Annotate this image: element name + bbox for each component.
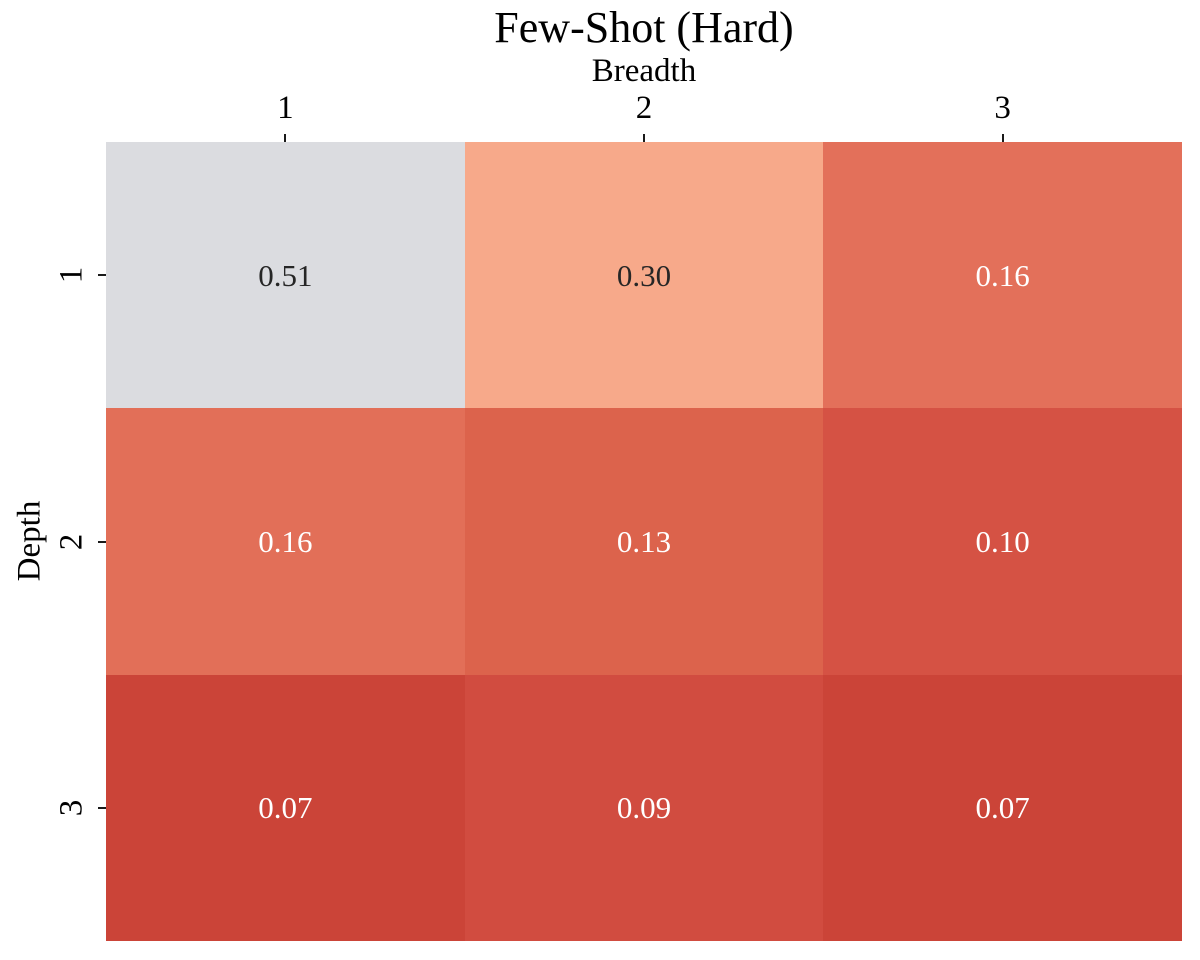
x-tick-label-1: 1 [277,90,294,126]
heatmap-cell-depth2-breadth1: 0.16 [106,408,465,675]
y-axis-label: Depth [11,500,48,582]
cell-value-label: 0.30 [616,257,672,293]
cell-value-label: 0.07 [975,790,1030,826]
x-tick-mark [284,134,287,142]
y-tick-mark [98,274,106,277]
cell-value-label: 0.10 [975,523,1030,559]
heatmap-grid: 0.51 0.30 0.16 0.16 0.13 0.10 0.07 0.09 0.07 [106,142,1182,941]
cell-value-label: 0.16 [258,523,313,559]
x-tick-mark [643,134,645,142]
cell-value-label: 0.09 [616,790,672,826]
y-tick-label-3: 3 [53,799,90,817]
heatmap-cell-depth3-breadth2: 0.09 [464,674,824,941]
cell-value-label: 0.07 [258,790,313,826]
heatmap-cell-depth1-breadth3: 0.16 [823,142,1182,409]
heatmap-cell-depth1-breadth2: 0.30 [464,142,824,409]
heatmap-cell-depth3-breadth1: 0.07 [106,674,465,941]
cell-value-label: 0.16 [975,257,1030,293]
x-tick-label-2: 2 [635,90,653,126]
y-tick-label-1: 1 [53,266,90,284]
heatmap-cell-depth2-breadth3: 0.10 [823,408,1182,675]
cell-value-label: 0.51 [258,257,313,293]
y-tick-mark [98,806,106,809]
y-tick-label-2: 2 [53,533,90,550]
heatmap-cell-depth3-breadth3: 0.07 [823,674,1182,941]
x-axis-label: Breadth [591,53,697,89]
x-tick-label-3: 3 [994,90,1011,126]
heatmap-cell-depth2-breadth2: 0.13 [464,408,824,675]
heatmap-cell-depth1-breadth1: 0.51 [106,142,465,409]
y-tick-mark [98,540,106,543]
cell-value-label: 0.13 [616,523,672,559]
x-tick-mark [1001,134,1004,142]
chart-title: Few-Shot (Hard) [494,3,794,52]
